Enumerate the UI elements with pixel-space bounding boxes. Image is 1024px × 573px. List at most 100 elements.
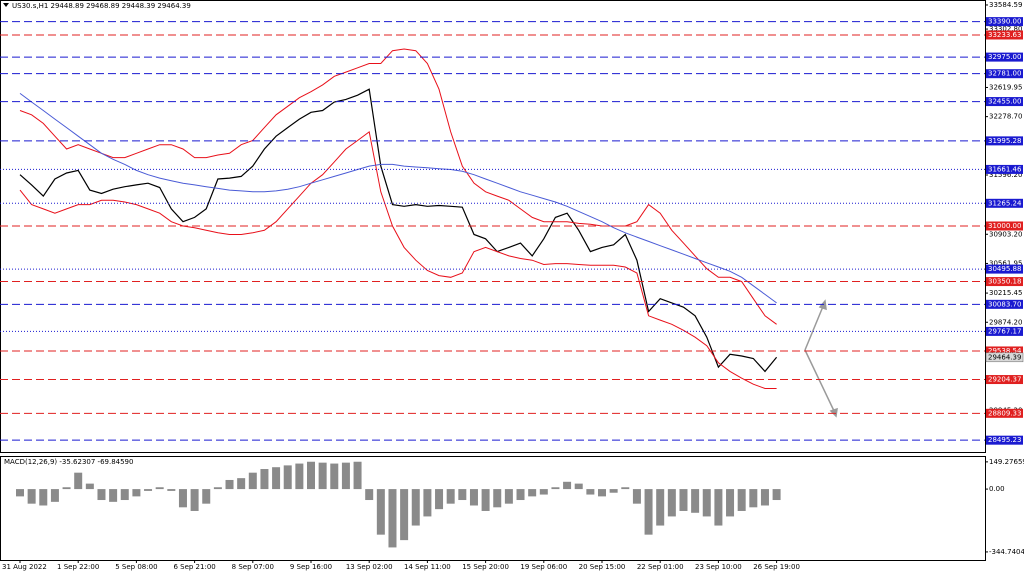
level-label-box [986, 435, 1023, 445]
macd-bar [481, 489, 490, 511]
macd-bar [749, 489, 758, 508]
level-label-box [986, 17, 1023, 27]
macd-bar [760, 489, 769, 506]
level-label-box [986, 30, 1023, 40]
level-label-box [986, 277, 1023, 287]
level-label: 31995.28 [988, 137, 1021, 145]
macd-bar [574, 483, 583, 490]
macd-bar [632, 489, 641, 504]
macd-bar [27, 489, 36, 504]
level-label-box [986, 408, 1023, 418]
x-tick-label: 20 Sep 15:00 [579, 563, 626, 571]
level-label-box [986, 198, 1023, 208]
x-tick-label: 6 Sep 21:00 [173, 563, 215, 571]
macd-bar [446, 489, 455, 504]
y-tick-label: 32619.95 [989, 83, 1022, 91]
macd-bar [679, 489, 688, 511]
level-label-box [986, 136, 1023, 146]
macd-bar [50, 489, 59, 502]
x-tick-label: 23 Sep 10:00 [695, 563, 742, 571]
current-price-label: 29464.39 [988, 353, 1021, 361]
level-label: 28809.33 [988, 409, 1021, 417]
macd-bar [353, 461, 362, 490]
level-label-box [986, 375, 1023, 385]
x-tick-label: 8 Sep 07:00 [232, 563, 274, 571]
macd-bar [237, 478, 246, 490]
level-label-box [986, 97, 1023, 107]
macd-bar [109, 489, 118, 502]
macd-bar [330, 463, 339, 490]
y-tick-label: 33302.80 [989, 25, 1022, 33]
macd-bar [225, 479, 234, 490]
y-tick-label: 30561.95 [989, 259, 1022, 267]
macd-bar [737, 489, 746, 511]
macd-bar [295, 463, 304, 490]
macd-bar [563, 481, 572, 490]
y-tick-label: -344.74041 [989, 548, 1024, 556]
arrow-up [804, 303, 825, 351]
menu-icon[interactable] [3, 3, 9, 7]
level-label: 30350.18 [988, 278, 1021, 286]
macd-bar [726, 489, 735, 517]
x-tick-label: 9 Sep 16:00 [290, 563, 332, 571]
level-label: 30083.70 [988, 300, 1021, 308]
macd-bar [469, 489, 478, 506]
macd-bar [388, 489, 397, 548]
level-label: 29538.54 [988, 347, 1022, 355]
level-label: 30495.88 [988, 265, 1021, 273]
x-tick-label: 1 Sep 22:00 [57, 563, 99, 571]
level-label: 31265.24 [988, 199, 1022, 207]
macd-bar [423, 489, 432, 517]
macd-bar [155, 487, 164, 490]
level-label-box [986, 221, 1023, 231]
level-label: 33233.63 [988, 31, 1021, 39]
x-tick-label: 22 Sep 01:00 [637, 563, 684, 571]
x-tick-label: 15 Sep 20:00 [462, 563, 509, 571]
x-tick-label: 13 Sep 02:00 [346, 563, 393, 571]
y-tick-label: 32278.70 [989, 113, 1022, 121]
y-tick-label: 149.27659 [989, 458, 1024, 466]
x-tick-label: 26 Sep 19:00 [753, 563, 800, 571]
macd-bar [493, 489, 502, 508]
macd-bar [62, 487, 71, 490]
x-tick-label: 14 Sep 11:00 [404, 563, 451, 571]
chart-title: US30.s,H1 29448.89 29468.89 29448.39 294… [12, 2, 191, 10]
x-tick-label: 19 Sep 06:00 [520, 563, 567, 571]
level-label-box [986, 164, 1023, 174]
level-label: 31000.00 [988, 222, 1021, 230]
level-label-box [986, 346, 1023, 356]
macd-bar [132, 489, 141, 497]
x-tick-label: 31 Aug 2022 [2, 563, 47, 571]
current-price-box [985, 352, 1024, 363]
macd-bar [376, 489, 385, 535]
price-panel [0, 0, 986, 453]
y-tick-label: 0.00 [989, 485, 1005, 493]
level-label-box [986, 326, 1023, 336]
macd-bar [551, 487, 560, 490]
macd-bar [400, 489, 409, 541]
macd-panel [0, 456, 986, 561]
macd-bar [621, 487, 630, 490]
macd-bar [435, 489, 444, 510]
macd-bar [528, 489, 537, 497]
macd-bar [39, 489, 48, 506]
macd-bar [167, 489, 176, 491]
projection-arrows [804, 299, 838, 418]
macd-bar [656, 489, 665, 526]
macd-bar [248, 472, 257, 490]
macd-bar [97, 489, 106, 501]
macd-bar [74, 472, 83, 490]
y-tick-label: 30903.20 [989, 230, 1022, 238]
macd-bar [667, 489, 676, 517]
macd-bar [213, 487, 222, 490]
macd-bar [260, 469, 269, 490]
macd-title: MACD(12,26,9) -35.62307 -69.84590 [4, 458, 133, 466]
macd-bar [504, 489, 513, 504]
macd-bar [702, 489, 711, 517]
indicator-line [19, 92, 777, 304]
level-label-box [986, 299, 1023, 309]
level-label: 31661.46 [988, 165, 1022, 173]
level-label: 32455.00 [988, 98, 1021, 106]
